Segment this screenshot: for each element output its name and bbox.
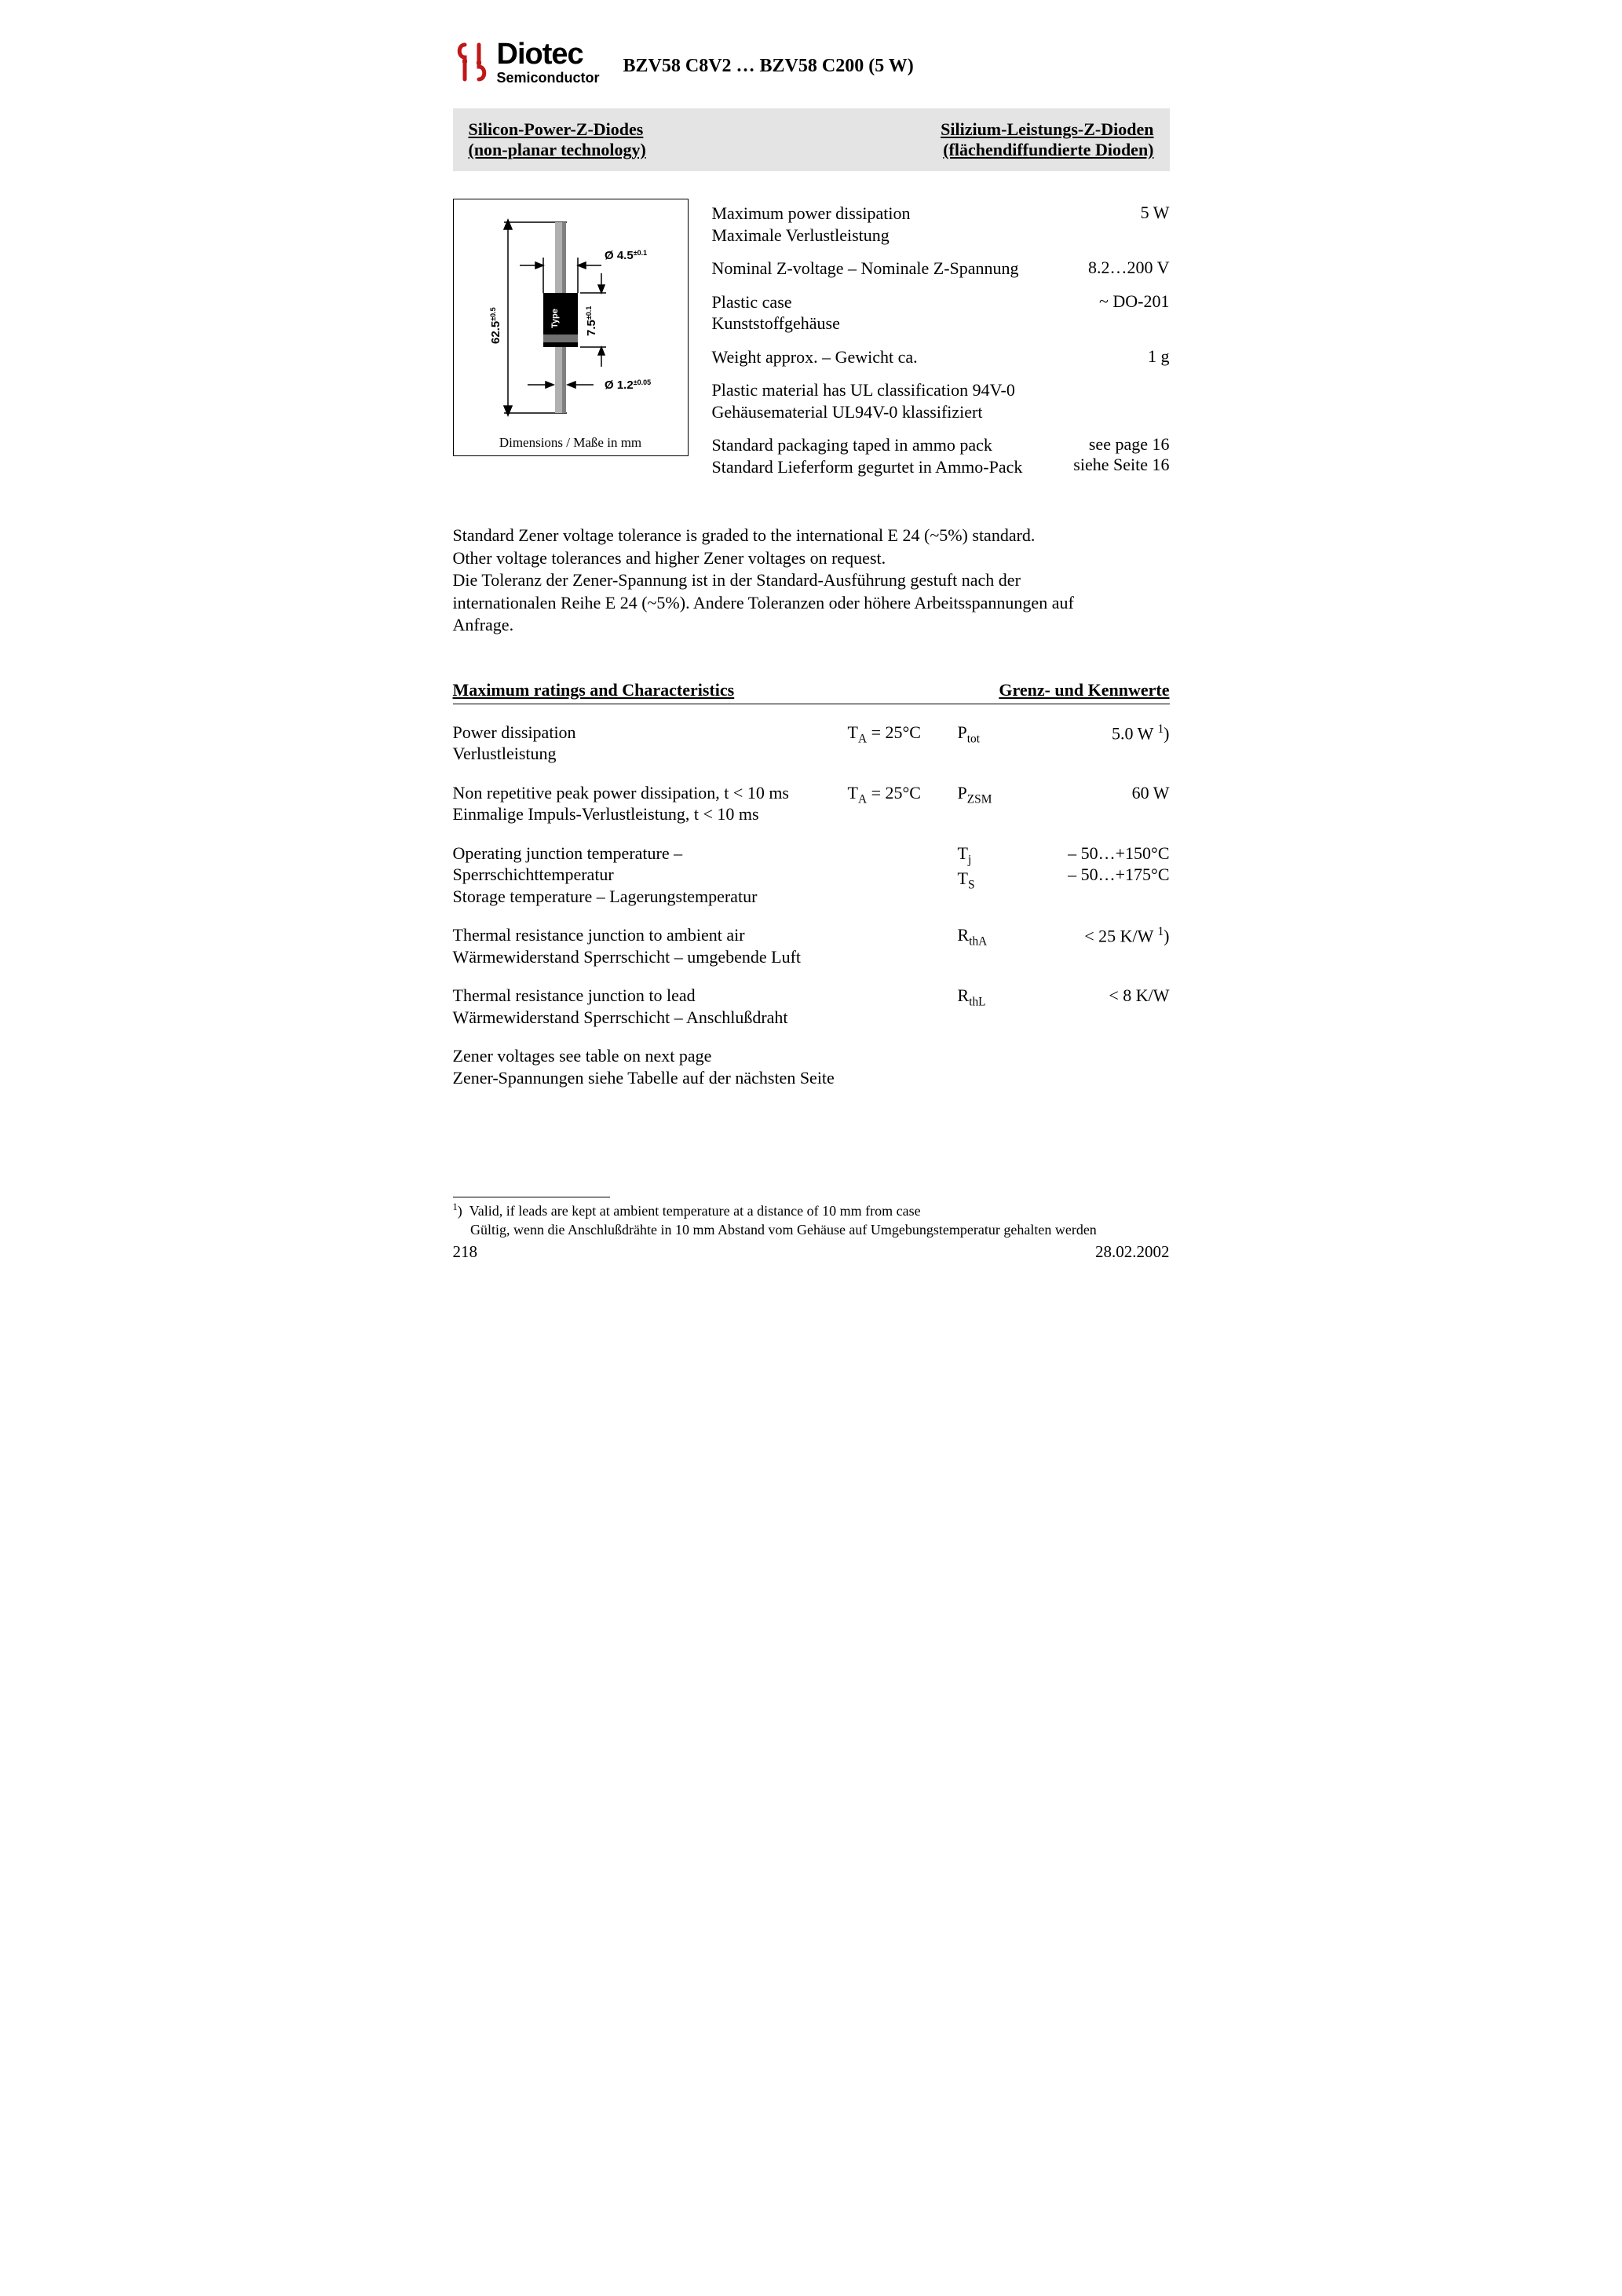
category-bar: Silicon-Power-Z-Diodes (non-planar techn… bbox=[453, 108, 1170, 171]
datasheet-page: Diotec Semiconductor BZV58 C8V2 … BZV58 … bbox=[406, 0, 1217, 1285]
table-row: Power dissipationVerlustleistung TA = 25… bbox=[453, 718, 1170, 779]
svg-text:62.5±0.5: 62.5±0.5 bbox=[489, 307, 502, 344]
overview-row: 62.5±0.5 Type bbox=[453, 199, 1170, 485]
table-row: Operating junction temperature – Sperrsc… bbox=[453, 839, 1170, 922]
svg-text:Ø 4.5±0.1: Ø 4.5±0.1 bbox=[605, 249, 647, 262]
spec-row: Standard packaging taped in ammo packSta… bbox=[712, 430, 1170, 485]
table-row: Thermal resistance junction to ambient a… bbox=[453, 921, 1170, 982]
spec-row: Nominal Z-voltage – Nominale Z-Spannung8… bbox=[712, 254, 1170, 287]
spec-list: Maximum power dissipationMaximale Verlus… bbox=[712, 199, 1170, 485]
spec-row: Maximum power dissipationMaximale Verlus… bbox=[712, 199, 1170, 254]
logo-subtitle: Semiconductor bbox=[497, 71, 600, 85]
category-de-line2: (flächendiffundierte Dioden) bbox=[943, 140, 1153, 159]
svg-text:Type: Type bbox=[550, 309, 560, 328]
footnote: 1) Valid, if leads are kept at ambient t… bbox=[453, 1201, 1170, 1239]
page-date: 28.02.2002 bbox=[1095, 1242, 1170, 1262]
logo-brand: Diotec bbox=[497, 39, 600, 69]
logo: Diotec Semiconductor bbox=[453, 39, 600, 85]
diagram-caption: Dimensions / Maße in mm bbox=[462, 435, 680, 451]
svg-text:Ø 1.2±0.05: Ø 1.2±0.05 bbox=[605, 378, 651, 392]
ratings-heading-de: Grenz- und Kennwerte bbox=[999, 680, 1169, 700]
page-header: Diotec Semiconductor BZV58 C8V2 … BZV58 … bbox=[453, 39, 1170, 85]
diotec-logo-icon bbox=[453, 40, 491, 84]
spec-row: Weight approx. – Gewicht ca.1 g bbox=[712, 342, 1170, 376]
svg-text:7.5±0.1: 7.5±0.1 bbox=[585, 306, 598, 336]
category-en-line2: (non-planar technology) bbox=[469, 140, 646, 159]
package-diagram: 62.5±0.5 Type bbox=[453, 199, 689, 456]
package-drawing-icon: 62.5±0.5 Type bbox=[465, 210, 677, 430]
ratings-heading: Maximum ratings and Characteristics Gren… bbox=[453, 680, 1170, 704]
ratings-table: Power dissipationVerlustleistung TA = 25… bbox=[453, 718, 1170, 1103]
spec-row: Plastic caseKunststoffgehäuse~ DO-201 bbox=[712, 287, 1170, 342]
table-row: Zener voltages see table on next pageZen… bbox=[453, 1042, 1170, 1102]
table-row: Thermal resistance junction to leadWärme… bbox=[453, 982, 1170, 1042]
tolerance-paragraph: Standard Zener voltage tolerance is grad… bbox=[453, 525, 1170, 637]
spec-row: Plastic material has UL classification 9… bbox=[712, 375, 1170, 430]
category-en-line1: Silicon-Power-Z-Diodes bbox=[469, 119, 644, 139]
table-row: Non repetitive peak power dissipation, t… bbox=[453, 779, 1170, 839]
part-number-title: BZV58 C8V2 … BZV58 C200 (5 W) bbox=[623, 56, 914, 85]
page-number: 218 bbox=[453, 1242, 478, 1262]
category-de-line1: Silizium-Leistungs-Z-Dioden bbox=[941, 119, 1153, 139]
page-footer: 218 28.02.2002 bbox=[453, 1242, 1170, 1262]
ratings-heading-en: Maximum ratings and Characteristics bbox=[453, 680, 735, 700]
